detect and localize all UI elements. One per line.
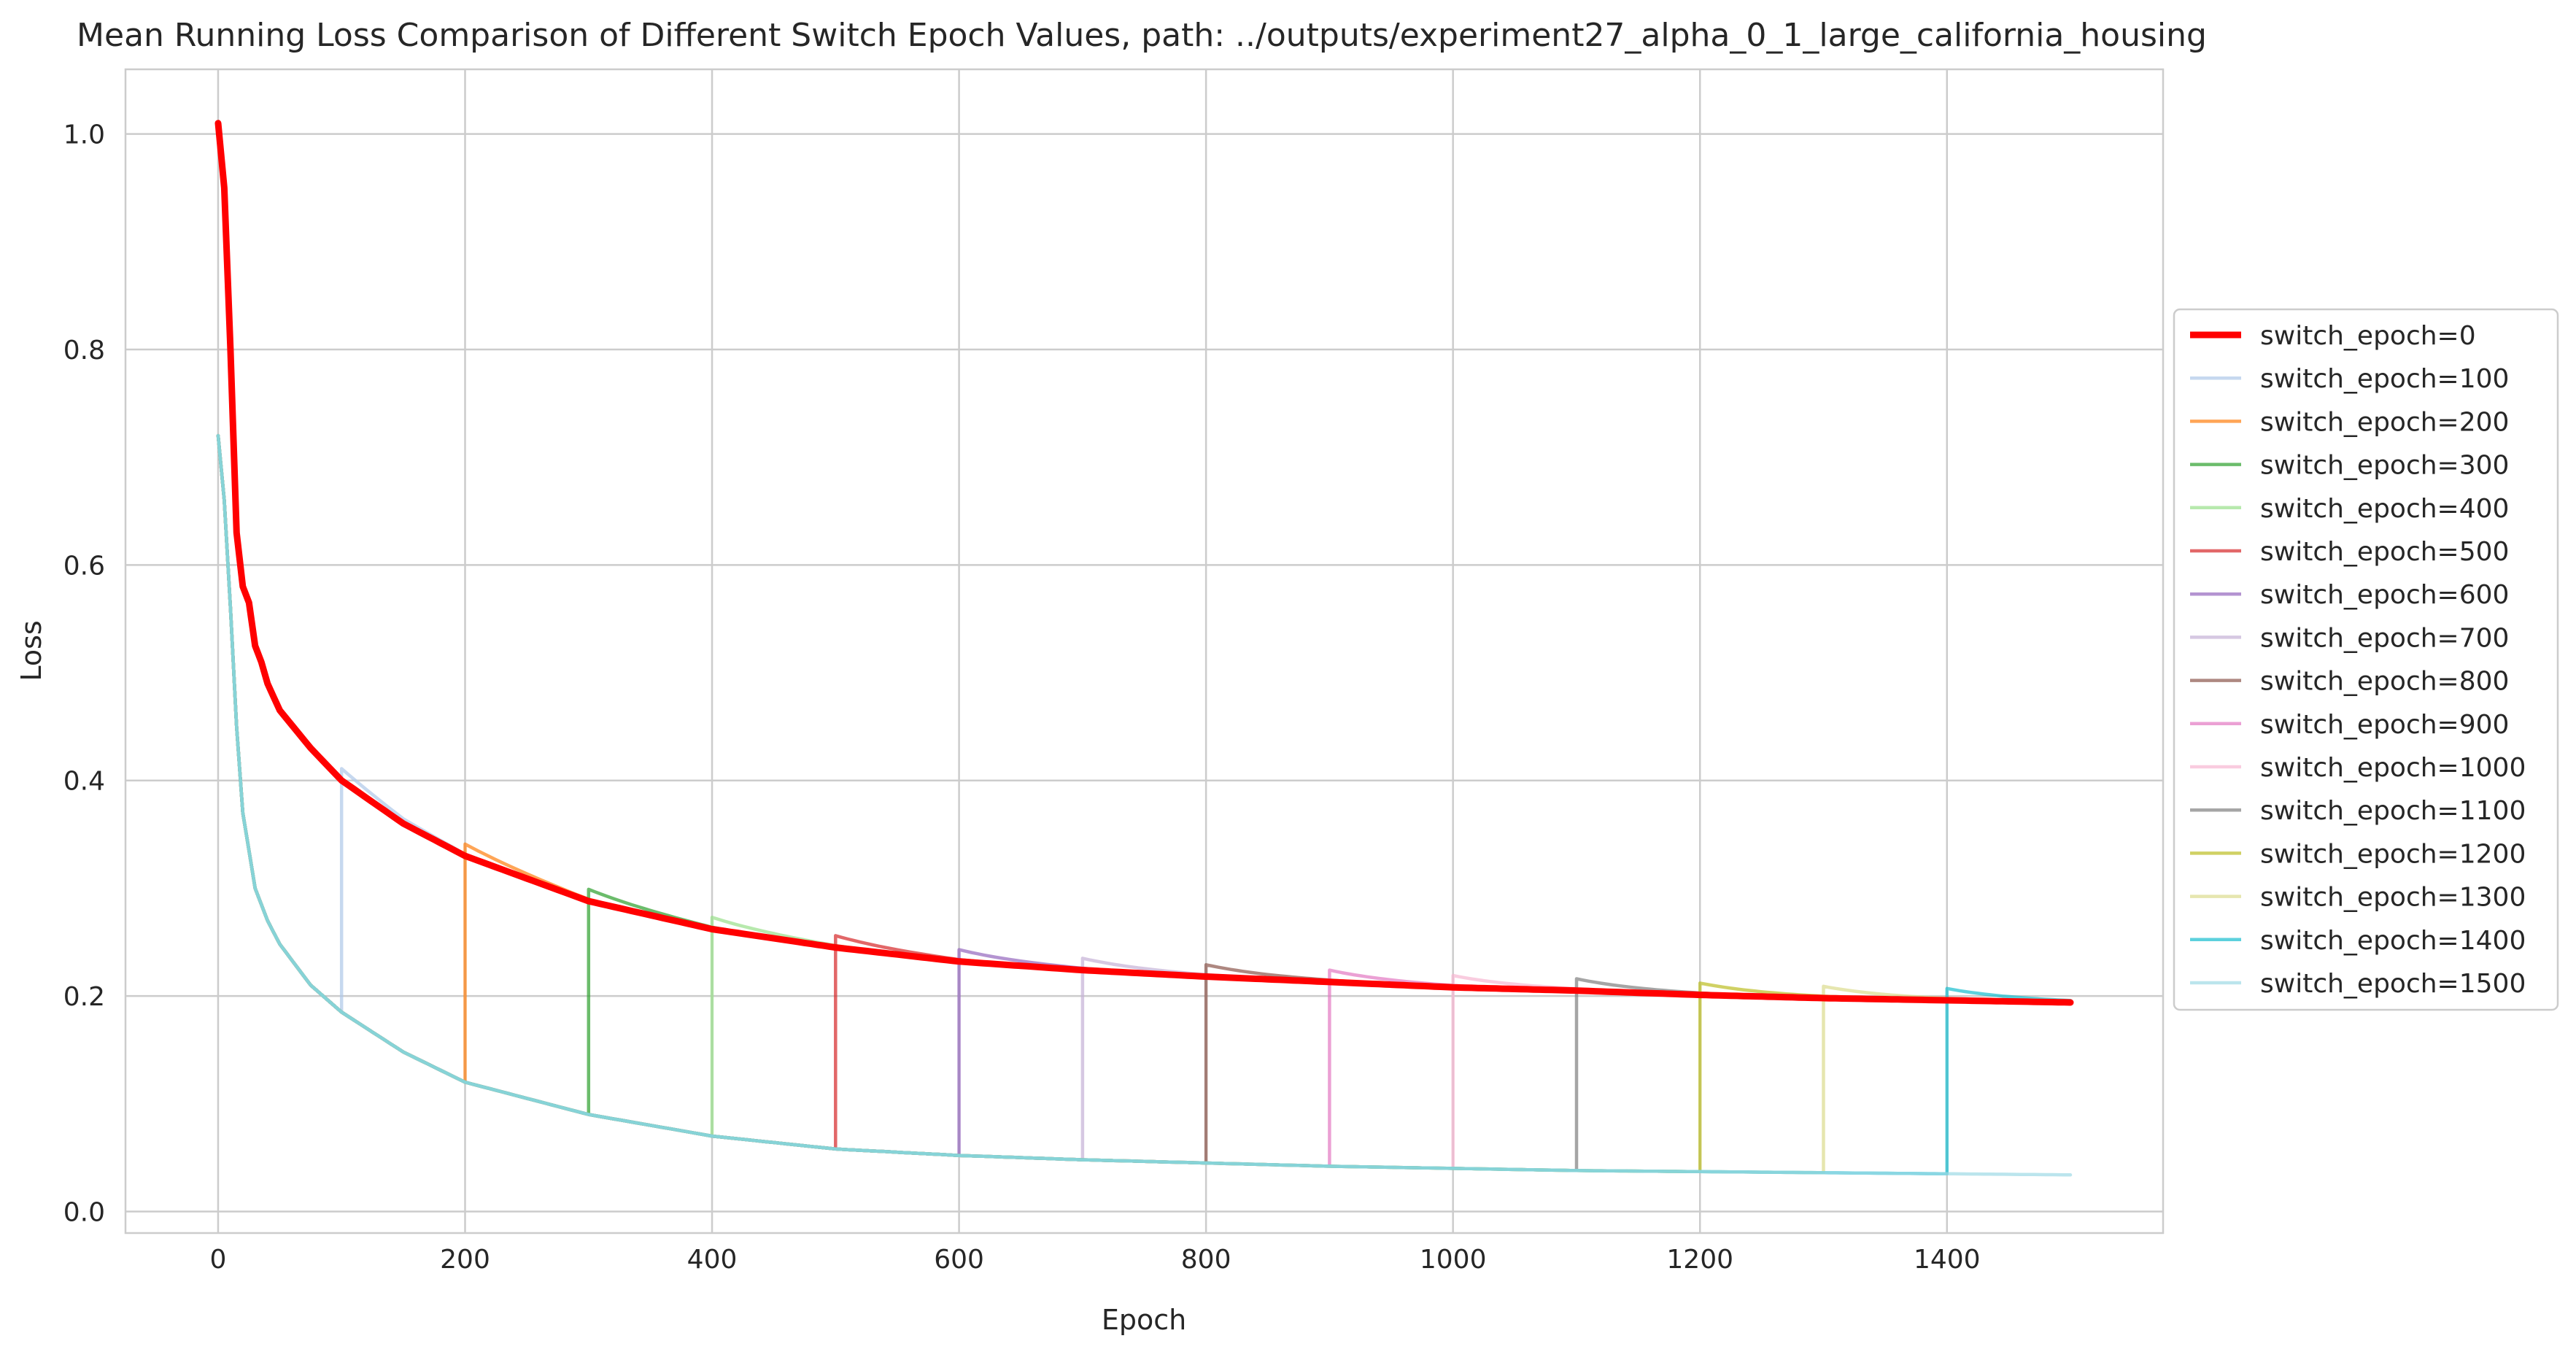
x-tick-label: 1200	[1666, 1245, 1733, 1275]
x-tick-labels: 0 200 400 600 800 1000 1200 1400	[210, 1245, 1981, 1275]
legend-label: switch_epoch=0	[2260, 321, 2476, 351]
legend-frame	[2173, 308, 2559, 1011]
y-tick-label: 0.8	[63, 336, 105, 366]
legend-label: switch_epoch=200	[2260, 407, 2509, 437]
x-axis-label: Epoch	[1102, 1304, 1186, 1336]
series-layer	[214, 120, 2074, 1177]
x-tick-label: 400	[687, 1245, 738, 1275]
x-tick-label: 800	[1181, 1245, 1231, 1275]
legend-label: switch_epoch=400	[2260, 494, 2509, 524]
x-tick-label: 1400	[1914, 1245, 1981, 1275]
y-tick-label: 0.6	[63, 551, 105, 581]
series-line-switch-epoch-0	[214, 120, 2074, 1006]
legend-label: switch_epoch=1400	[2260, 926, 2526, 956]
y-axis-label: Loss	[15, 620, 47, 681]
x-tick-label: 1000	[1420, 1245, 1487, 1275]
legend-label: switch_epoch=1200	[2260, 839, 2526, 869]
legend-label: switch_epoch=900	[2260, 710, 2509, 740]
legend-label: switch_epoch=600	[2260, 580, 2509, 610]
chart-title: Mean Running Loss Comparison of Differen…	[77, 17, 2207, 54]
legend-label: switch_epoch=1000	[2260, 753, 2526, 783]
series-line-switch-epoch-1500	[216, 433, 2073, 1177]
legend-label: switch_epoch=300	[2260, 451, 2509, 481]
y-tick-labels: 0.0 0.2 0.4 0.6 0.8 1.0	[63, 120, 105, 1228]
plot-frame	[124, 68, 2165, 1235]
x-tick-label: 0	[210, 1245, 227, 1275]
legend-label: switch_epoch=100	[2260, 364, 2509, 394]
x-tick-label: 200	[440, 1245, 490, 1275]
y-tick-label: 0.2	[63, 982, 105, 1012]
y-tick-label: 1.0	[63, 120, 105, 150]
legend-label: switch_epoch=800	[2260, 667, 2509, 697]
y-tick-label: 0.4	[63, 767, 105, 797]
legend-entries: switch_epoch=0 switch_epoch=100 switch_epo…	[2190, 321, 2526, 999]
legend-label: switch_epoch=500	[2260, 537, 2509, 567]
legend: switch_epoch=0 switch_epoch=100 switch_epo…	[2173, 308, 2559, 1011]
y-tick-label: 0.0	[63, 1197, 105, 1227]
legend-label: switch_epoch=1300	[2260, 883, 2526, 913]
legend-label: switch_epoch=1100	[2260, 796, 2526, 826]
x-tick-label: 600	[934, 1245, 984, 1275]
legend-label: switch_epoch=1500	[2260, 969, 2526, 999]
plot-area	[125, 69, 2163, 1233]
legend-label: switch_epoch=700	[2260, 623, 2509, 653]
